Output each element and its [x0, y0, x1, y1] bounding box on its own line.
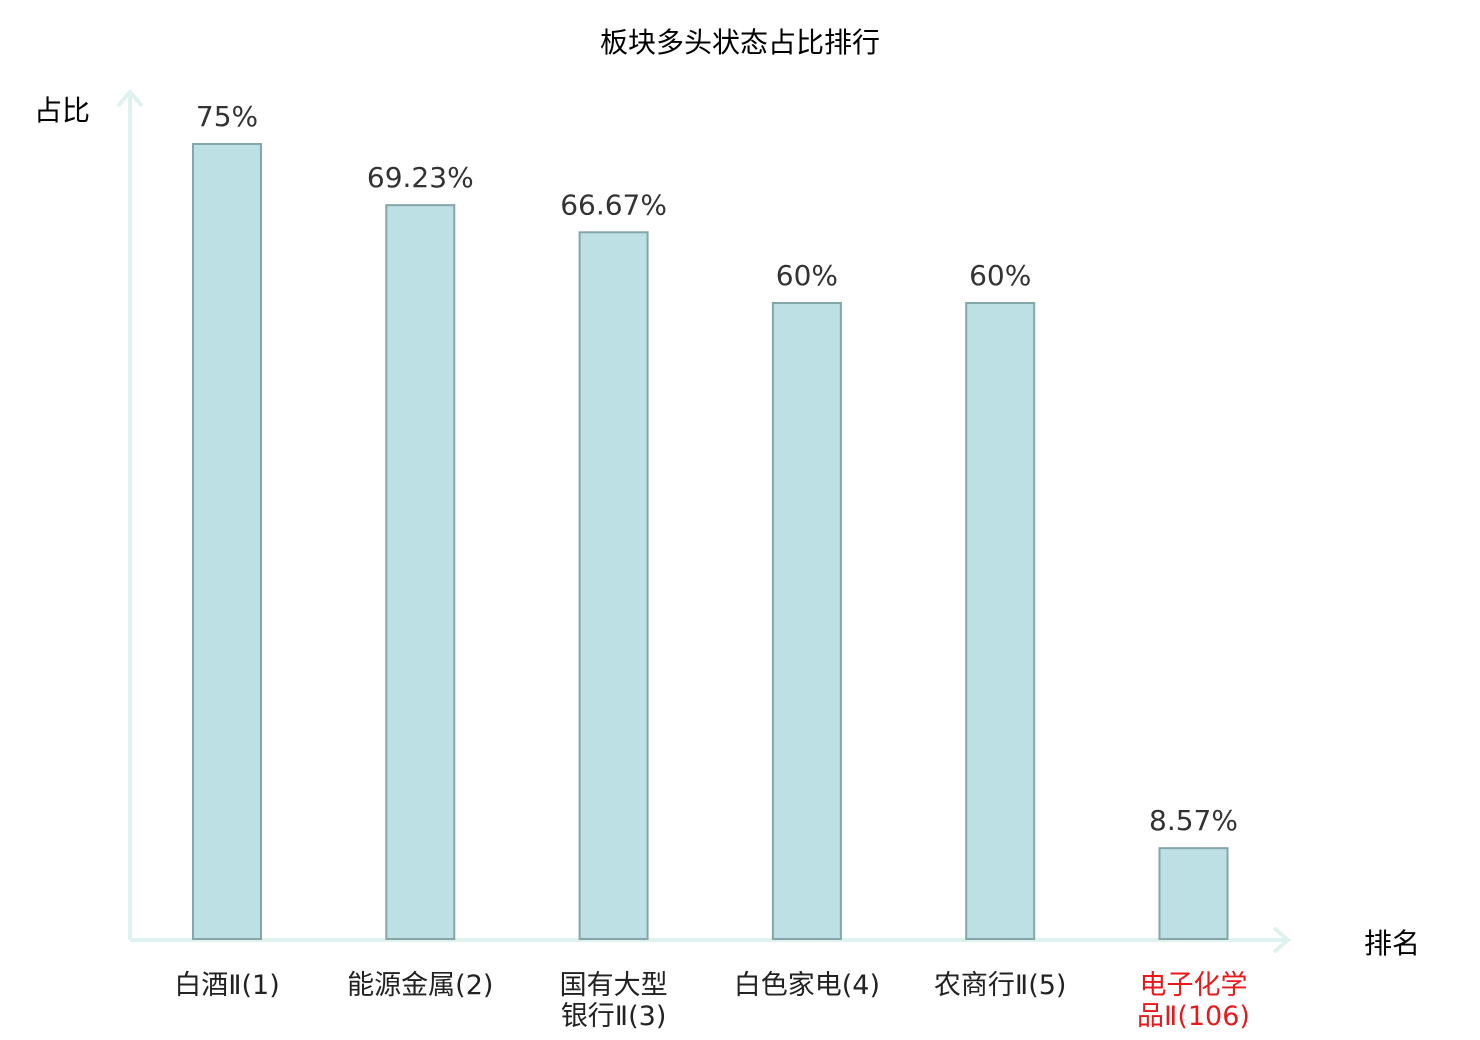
value-label-group: 75% 69.23% 66.67% 60% 60% 8.57%	[196, 100, 1238, 837]
category-label: 白酒Ⅱ(1)	[174, 970, 280, 1001]
bar	[771, 302, 842, 940]
category-label: 品Ⅱ(106)	[1137, 1001, 1250, 1032]
category-label: 农商行Ⅱ(5)	[934, 970, 1067, 1001]
bar	[578, 231, 649, 941]
y-axis-label: 占比	[34, 94, 90, 127]
bar	[192, 143, 262, 940]
bar-value-label: 75%	[196, 100, 258, 133]
bar	[965, 302, 1036, 940]
category-label: 银行Ⅱ(3)	[561, 1001, 667, 1032]
bar-value-label: 8.57%	[1149, 804, 1238, 837]
category-label: 国有大型	[560, 970, 668, 1001]
category-label: 能源金属(2)	[347, 970, 493, 1001]
chart-title: 板块多头状态占比排行	[600, 26, 880, 59]
x-axis-label: 排名	[1364, 927, 1420, 960]
bar-value-label: 60%	[969, 259, 1031, 292]
bar	[1158, 847, 1229, 941]
bar	[385, 204, 456, 941]
bar-value-label: 66.67%	[560, 188, 667, 221]
bar-value-label: 69.23%	[367, 161, 474, 194]
x-axis	[130, 926, 1292, 954]
y-axis	[116, 88, 144, 940]
bar-group	[192, 143, 1229, 941]
bar-value-label: 60%	[776, 259, 838, 292]
category-label: 白色家电(4)	[734, 970, 880, 1001]
category-label: 电子化学	[1140, 970, 1248, 1001]
